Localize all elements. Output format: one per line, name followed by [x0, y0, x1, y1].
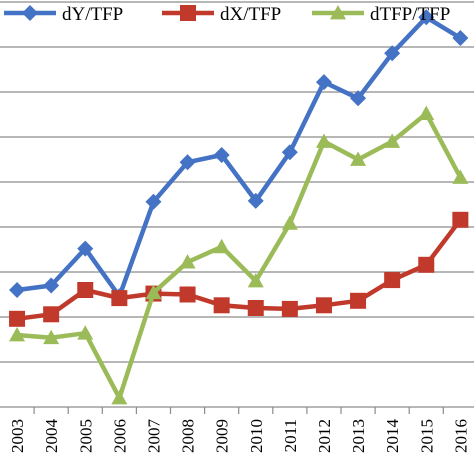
- data-point: [43, 277, 60, 294]
- data-point: [77, 325, 94, 340]
- data-point: [452, 30, 469, 46]
- legend-label: dY/TFP: [62, 4, 123, 25]
- data-point: [384, 272, 401, 289]
- data-point: [77, 282, 94, 298]
- x-tick-label: 2005: [76, 419, 95, 453]
- data-point: [247, 192, 264, 209]
- data-point: [350, 151, 367, 166]
- data-point: [281, 144, 298, 161]
- data-point: [43, 329, 60, 345]
- data-point: [418, 256, 435, 273]
- x-tick-label: 2010: [247, 419, 266, 453]
- x-tick-label: 2013: [349, 419, 368, 453]
- data-point: [315, 133, 332, 148]
- legend-item-2: dX/TFP: [162, 4, 281, 25]
- legend-label: dX/TFP: [220, 4, 281, 25]
- series-2: [9, 211, 469, 327]
- data-point: [315, 74, 332, 91]
- x-tick-label: 2006: [110, 419, 129, 453]
- series-1: [9, 9, 469, 305]
- data-point: [213, 238, 230, 254]
- data-point: [9, 310, 26, 327]
- data-point: [22, 5, 38, 21]
- legend-item-3: dTFP/TFP: [312, 4, 450, 25]
- x-tick-label: 2008: [179, 419, 198, 453]
- series-line: [16, 218, 463, 322]
- data-point: [213, 297, 230, 314]
- data-point: [384, 133, 401, 148]
- data-point: [350, 90, 367, 107]
- x-tick-label: 2016: [451, 419, 470, 453]
- data-point: [315, 297, 332, 314]
- x-axis: 2003 2004 2005 2006 2007 2008 2009 2010 2011 2012…: [0, 406, 474, 454]
- data-point: [350, 292, 367, 309]
- data-point: [111, 290, 128, 307]
- data-point: [418, 9, 435, 26]
- series-3: [9, 105, 469, 405]
- data-point: [452, 211, 469, 228]
- x-tick-label: 2004: [42, 419, 61, 454]
- data-point: [213, 147, 230, 163]
- data-point: [418, 105, 435, 120]
- x-tick-label: 2007: [144, 419, 163, 454]
- data-point: [452, 169, 469, 184]
- data-point: [145, 193, 162, 210]
- series-line: [16, 111, 463, 401]
- legend: dY/TFP dX/TFP dTFP/TFP: [4, 4, 450, 25]
- data-point: [179, 254, 196, 269]
- legend-label: dTFP/TFP: [370, 4, 450, 25]
- data-point: [180, 5, 196, 21]
- x-tick-label: 2014: [383, 419, 402, 454]
- x-tick-label: 2003: [8, 419, 27, 453]
- x-tick-label: 2011: [281, 419, 300, 452]
- data-point: [9, 282, 26, 298]
- data-point: [179, 286, 196, 303]
- series-lines: [9, 9, 469, 405]
- gridlines: [0, 1, 474, 363]
- data-point: [77, 240, 94, 257]
- data-point: [111, 390, 128, 405]
- data-point: [9, 327, 26, 342]
- data-point: [43, 306, 60, 323]
- x-tick-label: 2009: [213, 419, 232, 453]
- data-point: [247, 273, 264, 288]
- data-point: [145, 284, 162, 300]
- data-point: [179, 154, 196, 171]
- legend-item-1: dY/TFP: [4, 4, 123, 25]
- data-point: [384, 45, 401, 62]
- x-tick-label: 2012: [315, 419, 334, 453]
- data-point: [281, 215, 298, 230]
- data-point: [247, 300, 264, 316]
- data-point: [281, 300, 298, 317]
- series-line: [16, 15, 462, 299]
- x-tick-label: 2015: [417, 419, 436, 453]
- data-point: [330, 5, 346, 20]
